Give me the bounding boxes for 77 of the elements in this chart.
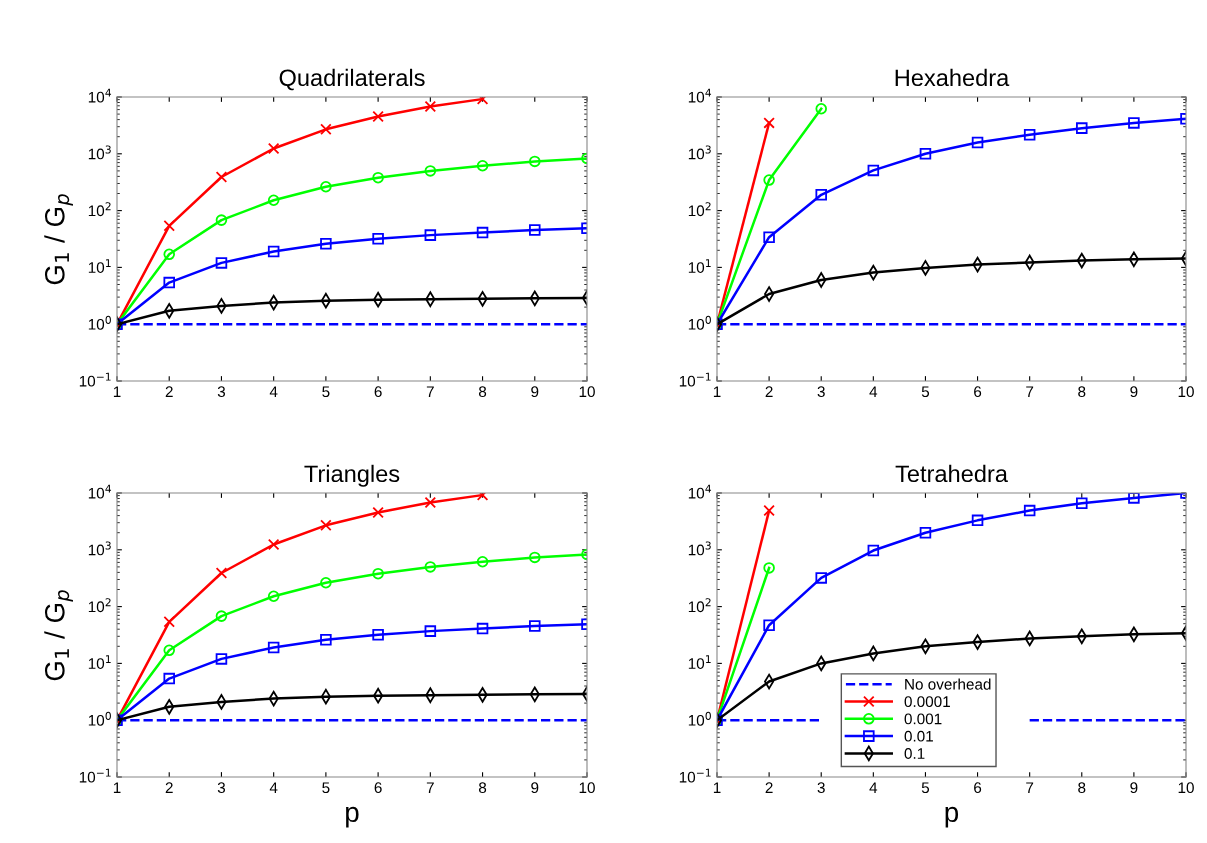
x-tick-label: 10: [1178, 782, 1194, 794]
x-axis-title: p: [945, 806, 959, 828]
y-tick-label: 10$^{3}$: [688, 145, 711, 160]
legend-label: No overhead: [905, 678, 991, 690]
y-tick-label: 10$^{0}$: [688, 711, 711, 726]
legend-label: 0.1: [904, 748, 925, 759]
y-tick-label: 10$^{−1}$: [679, 372, 711, 387]
x-tick-label: 9: [531, 386, 539, 398]
y-tick-label: 10$^{2}$: [688, 202, 711, 217]
x-tick-label: 5: [322, 386, 330, 398]
y-tick-label: 10$^{−1}$: [679, 768, 711, 783]
y-tick-label: 10$^{0}$: [88, 711, 111, 726]
x-tick-label: 9: [1130, 782, 1138, 794]
y-tick-label: 10$^{4}$: [88, 484, 112, 499]
x-tick-label: 4: [269, 386, 278, 397]
y-tick-label: 10$^{4}$: [88, 88, 112, 103]
x-tick-label: 8: [478, 782, 487, 794]
x-tick-label: 5: [921, 782, 930, 794]
x-tick-label: 6: [374, 782, 382, 794]
x-tick-label: 6: [974, 386, 982, 398]
legend-label: 0.0001: [904, 696, 950, 708]
y-tick-label: 10$^{1}$: [688, 259, 711, 273]
x-tick-label: 8: [1078, 386, 1086, 398]
x-tick-label: 7: [426, 386, 434, 397]
x-tick-label: 9: [1130, 386, 1138, 398]
y-tick-label: 10$^{1}$: [88, 655, 111, 669]
x-tick-label: 2: [165, 386, 173, 397]
x-tick-label: 9: [531, 782, 539, 794]
x-tick-label: 1: [713, 782, 721, 793]
y-tick-label: 10$^{1}$: [688, 655, 711, 669]
y-tick-label: 10$^{3}$: [688, 541, 711, 556]
y-tick-label: 10$^{2}$: [688, 598, 711, 613]
y-axis-title: G$_{1}$ / G$_{p}$: [44, 590, 73, 681]
y-tick-label: 10$^{2}$: [88, 598, 111, 613]
y-tick-label: 10$^{−1}$: [79, 372, 111, 387]
y-tick-label: 10$^{0}$: [88, 315, 111, 330]
x-tick-label: 6: [974, 782, 982, 794]
x-tick-label: 8: [1078, 782, 1086, 794]
y-tick-label: 10$^{0}$: [688, 315, 711, 330]
chart-title: Tetrahedra: [895, 464, 1008, 483]
x-tick-label: 5: [921, 386, 930, 398]
x-tick-label: 1: [113, 782, 121, 793]
x-tick-label: 4: [869, 386, 878, 397]
x-axis-title: p: [346, 806, 359, 828]
chart-title: Hexahedra: [895, 68, 1010, 87]
x-tick-label: 4: [269, 782, 278, 793]
x-tick-label: 2: [765, 386, 773, 397]
x-tick-label: 1: [113, 386, 121, 397]
x-tick-label: 3: [817, 386, 825, 398]
y-tick-label: 10$^{4}$: [688, 484, 712, 499]
x-tick-label: 8: [478, 386, 487, 398]
chart-title: Triangles: [304, 464, 400, 487]
y-tick-label: 10$^{3}$: [88, 541, 111, 556]
legend-label: 0.001: [904, 713, 942, 725]
x-tick-label: 7: [426, 782, 434, 793]
x-tick-label: 10: [579, 386, 595, 398]
y-tick-label: 10$^{4}$: [688, 88, 712, 103]
y-axis-title: G$_{1}$ / G$_{p}$: [44, 194, 73, 285]
x-tick-label: 7: [1026, 386, 1034, 397]
y-tick-label: 10$^{2}$: [88, 202, 111, 217]
x-tick-label: 10: [1178, 386, 1194, 398]
x-tick-label: 3: [817, 782, 825, 794]
x-tick-label: 3: [217, 782, 226, 794]
x-tick-label: 1: [713, 386, 721, 397]
y-tick-label: 10$^{3}$: [88, 145, 111, 160]
x-tick-label: 7: [1026, 782, 1034, 793]
chart-title: Quadrilaterals: [279, 68, 425, 91]
x-tick-label: 2: [165, 782, 173, 793]
x-tick-label: 4: [869, 782, 878, 793]
y-tick-label: 10$^{−1}$: [79, 768, 111, 783]
x-tick-label: 3: [217, 386, 226, 398]
x-tick-label: 10: [579, 782, 595, 794]
x-tick-label: 2: [765, 782, 773, 793]
x-tick-label: 6: [374, 386, 382, 398]
y-tick-label: 10$^{1}$: [88, 259, 111, 273]
legend-label: 0.01: [904, 730, 933, 742]
x-tick-label: 5: [322, 782, 330, 794]
